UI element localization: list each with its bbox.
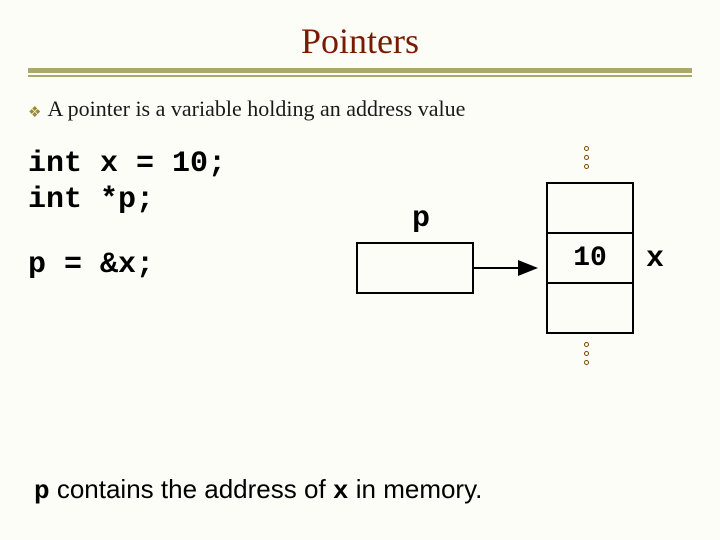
conclusion-mid: contains the address of [50, 474, 333, 504]
conclusion-end: in memory. [349, 474, 483, 504]
bullet-text: A pointer is a variable holding an addre… [47, 96, 465, 122]
bullet-item: ❖ A pointer is a variable holding an add… [28, 96, 692, 122]
x-label: x [646, 242, 664, 276]
arrow-icon [474, 254, 546, 282]
slide: Pointers ❖ A pointer is a variable holdi… [0, 0, 720, 540]
memory-stack: 10 [546, 182, 634, 334]
conclusion-text: p contains the address of x in memory. [34, 474, 482, 506]
title-underline [28, 68, 692, 78]
slide-title: Pointers [28, 20, 692, 62]
conclusion-p: p [34, 476, 50, 506]
ellipsis-top-icon [584, 146, 589, 169]
diamond-bullet-icon: ❖ [28, 106, 41, 121]
memory-cell-value: 10 [546, 232, 634, 284]
pointer-box [356, 242, 474, 294]
memory-cell [546, 182, 634, 234]
pointer-diagram: p 10 x [356, 142, 696, 422]
ellipsis-bottom-icon [584, 342, 589, 365]
p-label: p [412, 202, 430, 236]
memory-cell [546, 282, 634, 334]
conclusion-x: x [333, 476, 349, 506]
